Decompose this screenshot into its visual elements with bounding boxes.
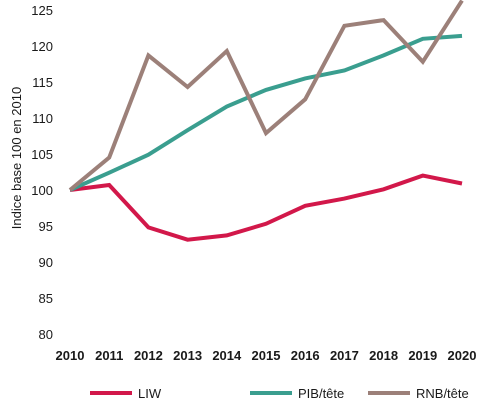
x-tick-label: 2014 <box>212 348 242 363</box>
x-tick-label: 2011 <box>95 348 123 363</box>
y-tick-label: 105 <box>31 147 53 162</box>
y-tick-label: 125 <box>31 3 53 18</box>
series-line-1 <box>69 33 463 192</box>
y-tick-label: 115 <box>32 75 53 90</box>
x-tick-label: 2019 <box>408 348 437 363</box>
series-layer <box>68 0 464 242</box>
legend: LIW PIB/tête RNB/tête <box>90 386 469 401</box>
series-line-2 <box>68 0 464 192</box>
legend-label: RNB/tête <box>416 386 469 401</box>
x-axis: 2010 2011 2012 2013 2014 2015 2016 2017 2018 2019… <box>56 348 477 363</box>
y-axis: 80 85 90 95 100 105 110 115 120 125 <box>31 3 53 342</box>
series-line-0 <box>69 173 463 242</box>
x-tick-label: 2010 <box>56 348 85 363</box>
x-tick-label: 2015 <box>252 348 281 363</box>
x-tick-label: 2018 <box>369 348 398 363</box>
y-tick-label: 85 <box>39 291 53 306</box>
legend-label: LIW <box>138 386 162 401</box>
legend-label: PIB/tête <box>298 386 344 401</box>
y-tick-label: 95 <box>39 219 53 234</box>
x-tick-label: 2016 <box>291 348 320 363</box>
y-tick-label: 120 <box>31 39 53 54</box>
x-tick-label: 2013 <box>173 348 202 363</box>
x-tick-label: 2020 <box>448 348 477 363</box>
y-tick-label: 80 <box>39 327 53 342</box>
y-tick-label: 100 <box>31 183 53 198</box>
y-tick-label: 90 <box>39 255 53 270</box>
y-tick-label: 110 <box>32 111 53 126</box>
x-tick-label: 2012 <box>134 348 163 363</box>
x-tick-label: 2017 <box>330 348 359 363</box>
y-axis-label: Indice base 100 en 2010 <box>9 87 24 229</box>
